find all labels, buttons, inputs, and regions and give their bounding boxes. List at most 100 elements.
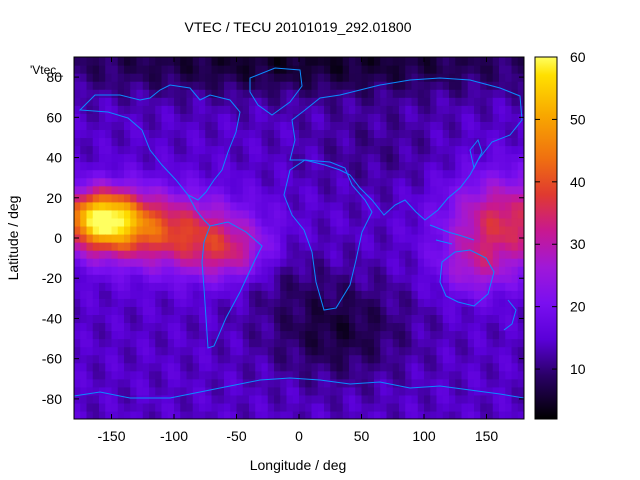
heatmap-cell — [242, 65, 250, 74]
heatmap-cell — [136, 242, 144, 251]
heatmap-cell — [205, 185, 213, 195]
heatmap-cell — [374, 185, 381, 195]
heatmap-cell — [405, 209, 413, 219]
heatmap-cell — [86, 266, 94, 275]
heatmap-cell — [349, 73, 356, 82]
heatmap-cell — [224, 250, 231, 259]
heatmap-cell — [105, 81, 113, 90]
heatmap-cell — [374, 306, 381, 316]
heatmap-cell — [180, 169, 188, 179]
heatmap-cell — [105, 370, 113, 380]
heatmap-cell — [274, 105, 281, 114]
heatmap-cell — [286, 129, 294, 139]
heatmap-cell — [424, 378, 431, 388]
heatmap-cell — [299, 89, 306, 98]
heatmap-cell — [280, 121, 288, 130]
heatmap-cell — [505, 113, 513, 122]
heatmap-cell — [399, 394, 406, 404]
heatmap-cell — [330, 322, 338, 332]
heatmap-cell — [336, 217, 344, 227]
heatmap-cell — [336, 57, 344, 66]
heatmap-cell — [111, 169, 119, 179]
heatmap-cell — [155, 250, 163, 259]
heatmap-cell — [111, 306, 119, 316]
heatmap-cell — [236, 185, 244, 195]
heatmap-cell — [142, 201, 150, 211]
heatmap-cell — [311, 81, 319, 90]
heatmap-cell — [242, 113, 250, 122]
heatmap-cell — [467, 177, 475, 187]
heatmap-cell — [336, 193, 344, 203]
heatmap-cell — [480, 161, 488, 171]
heatmap-cell — [442, 338, 450, 348]
heatmap-cell — [461, 354, 469, 364]
heatmap-cell — [311, 65, 319, 74]
heatmap-cell — [80, 338, 88, 348]
heatmap-cell — [430, 161, 438, 171]
heatmap-cell — [517, 217, 524, 227]
heatmap-cell — [492, 97, 500, 106]
heatmap-cell — [230, 153, 238, 163]
heatmap-cell — [274, 113, 281, 122]
heatmap-cell — [367, 145, 375, 155]
heatmap-cell — [267, 81, 275, 90]
coast-australia — [439, 249, 495, 307]
heatmap-cell — [86, 57, 94, 66]
heatmap-cell — [167, 354, 175, 364]
heatmap-cell — [430, 386, 438, 396]
heatmap-cell — [411, 225, 419, 235]
heatmap-cell — [149, 306, 156, 316]
heatmap-cell — [324, 209, 331, 219]
colorbar — [534, 56, 558, 420]
heatmap-cell — [205, 258, 213, 267]
heatmap-cell — [117, 137, 125, 147]
heatmap-cell — [74, 306, 81, 316]
heatmap-cell — [267, 169, 275, 179]
heatmap-cell — [442, 145, 450, 155]
heatmap-cell — [442, 362, 450, 372]
heatmap-cell — [330, 113, 338, 122]
heatmap-cell — [267, 201, 275, 211]
heatmap-cell — [111, 322, 119, 332]
heatmap-cell — [174, 137, 181, 147]
heatmap-cell — [224, 370, 231, 380]
heatmap-cell — [255, 217, 263, 227]
heatmap-cell — [474, 306, 481, 316]
heatmap-cell — [355, 177, 363, 187]
heatmap-cell — [405, 145, 413, 155]
heatmap-cell — [230, 298, 238, 307]
heatmap-cell — [305, 274, 313, 283]
heatmap-cell — [130, 89, 138, 98]
heatmap-cell — [186, 129, 194, 139]
heatmap-cell — [130, 266, 138, 275]
heatmap-cell — [130, 378, 138, 388]
heatmap-cell — [311, 225, 319, 235]
heatmap-cell — [167, 346, 175, 356]
colorbar-tick-label: 40 — [570, 174, 586, 190]
heatmap-cell — [130, 362, 138, 372]
heatmap-cell — [211, 169, 219, 179]
heatmap-cell — [386, 65, 394, 74]
heatmap-cell — [236, 105, 244, 114]
heatmap-cell — [242, 338, 250, 348]
heatmap-cell — [130, 402, 138, 412]
heatmap-cell — [142, 314, 150, 324]
heatmap-cell — [380, 362, 388, 372]
heatmap-cell — [436, 306, 444, 316]
heatmap-cell — [217, 145, 225, 155]
heatmap-cell — [255, 346, 263, 356]
heatmap-cell — [111, 354, 119, 364]
heatmap-cell — [167, 129, 175, 139]
heatmap-cell — [174, 121, 181, 130]
heatmap-cell — [517, 250, 524, 259]
heatmap-cell — [267, 177, 275, 187]
heatmap-cell — [192, 354, 200, 364]
heatmap-cell — [342, 322, 350, 332]
heatmap-cell — [517, 177, 524, 187]
heatmap-cell — [399, 250, 406, 259]
heatmap-cell — [392, 161, 400, 171]
heatmap-cell — [149, 314, 156, 324]
heatmap-cell — [392, 201, 400, 211]
heatmap-cell — [199, 378, 206, 388]
heatmap-cell — [399, 258, 406, 267]
